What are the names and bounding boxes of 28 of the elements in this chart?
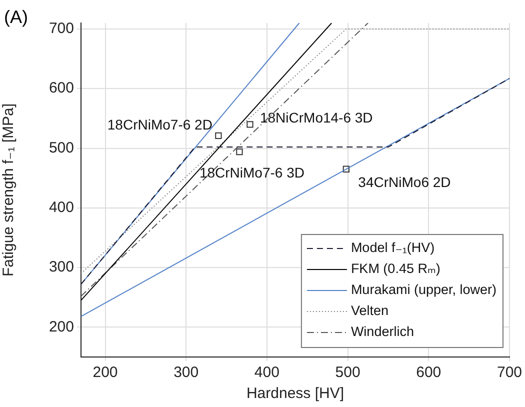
x-tick-label: 300 (174, 364, 199, 382)
point (342, 166, 350, 172)
annotation: 34CrNiMo6 2D (358, 174, 451, 190)
point (215, 132, 222, 140)
x-tick-label: 600 (416, 364, 442, 382)
legend-label: FKM (0.45 Rₘ) (350, 261, 440, 276)
x-axis-title: Hardness [HV] (246, 385, 344, 402)
x-tick-label: 200 (92, 364, 118, 382)
chart-title: (A) (4, 6, 28, 27)
legend-label: Velten (350, 303, 388, 318)
legend-label: Murakami (upper, lower) (350, 282, 496, 298)
legend-label: Model f₋₁(HV) (350, 240, 435, 256)
y-tick-label: 500 (48, 139, 74, 156)
y-tick-label: 600 (48, 80, 74, 97)
y-tick-label: 300 (48, 258, 74, 276)
point (246, 121, 254, 128)
legend-label: Winderlich (350, 324, 414, 340)
x-tick-label: 700 (496, 364, 522, 382)
y-tick-label: 200 (48, 318, 74, 336)
y-tick-label: 400 (48, 199, 74, 216)
annotation: 18CrNiMo7-6 3D (199, 164, 305, 181)
annotation: 18CrNiMo7-6 2D (107, 116, 212, 133)
y-axis-title: Fatigue strength f₋₁ [MPa] (0, 103, 18, 277)
point (236, 148, 243, 156)
y-tick-label: 700 (48, 20, 74, 38)
annotation: 18NiCrMo14-6 3D (260, 109, 373, 126)
x-tick-label: 400 (254, 364, 280, 382)
x-tick-label: 500 (335, 364, 360, 382)
